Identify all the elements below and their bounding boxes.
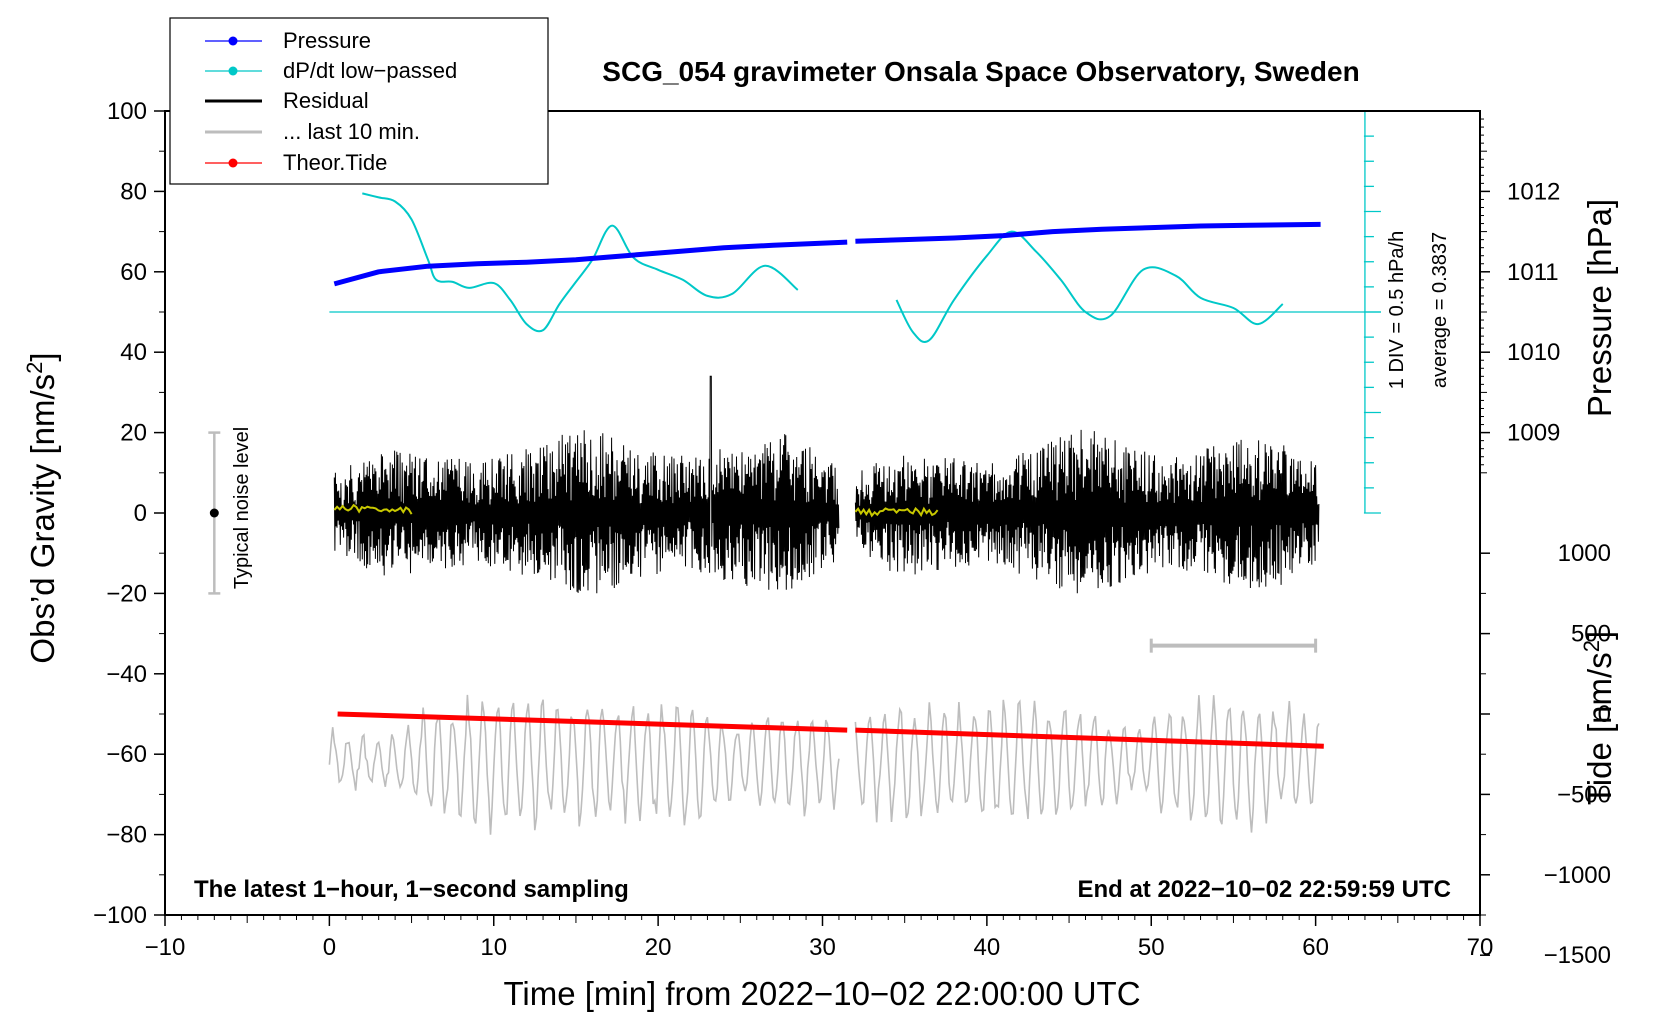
legend-entry-pressure: Pressure: [205, 28, 371, 53]
y-axis-title-end: ]: [24, 352, 61, 361]
x-tick-label: 40: [974, 934, 1001, 961]
y-tick-label: −20: [106, 580, 147, 607]
residual-series: [854, 429, 1320, 594]
tide-series: [337, 711, 848, 733]
pressure-tick-label: 1009: [1507, 420, 1560, 447]
residual-smooth-series: [854, 506, 939, 518]
tide-tick-label: 0: [1598, 701, 1611, 728]
legend-entry-residual: Residual: [205, 88, 369, 113]
legend-marker-dpdt: [228, 66, 238, 76]
y-tick-label: 0: [134, 500, 147, 527]
x-tick-label: 50: [1138, 934, 1165, 961]
y-tick-label: 80: [120, 178, 147, 205]
legend-entry-dpdt: dP/dt low−passed: [205, 58, 457, 83]
tide-tick-label: −500: [1557, 781, 1611, 808]
legend-label-last10: ... last 10 min.: [283, 119, 420, 144]
noise-level-label: Typical noise level: [231, 427, 253, 589]
legend-label-dpdt: dP/dt low−passed: [283, 58, 457, 83]
x-tick-label: 30: [809, 934, 836, 961]
legend: Pressure dP/dt low−passed Residual ... l…: [169, 17, 549, 185]
end-time-note: End at 2022−10−02 22:59:59 UTC: [1077, 876, 1451, 903]
pressure-tick-label: 1010: [1507, 339, 1560, 366]
residual-smooth-series: [333, 503, 413, 515]
dpdt-average-label: average = 0.3837: [1429, 232, 1451, 388]
sampling-note: The latest 1−hour, 1−second sampling: [194, 876, 629, 903]
x-tick-label: 20: [645, 934, 672, 961]
axes-layer: −10 0 10 20 30 40 50 60 70100806040200−20−40−60−…: [93, 98, 1611, 969]
noise-bar-center: [209, 508, 219, 518]
dpdt-scale-label: 1 DIV = 0.5 hPa/h: [1386, 231, 1408, 389]
legend-entry-tide: Theor.Tide: [205, 150, 387, 175]
legend-marker-tide: [228, 158, 238, 168]
legend-label-residual: Residual: [283, 88, 369, 113]
legend-marker-pressure: [228, 36, 238, 46]
y-axis-title: Obs’d Gravity [nm/s2]: [22, 352, 62, 663]
tide-axis-title-main: Tide [nm/s: [1581, 652, 1618, 805]
last10-series: [328, 694, 840, 835]
y-tick-label: 40: [120, 339, 147, 366]
x-tick-label: 60: [1302, 934, 1329, 961]
pressure-tick-label: 1011: [1507, 259, 1559, 286]
pressure-axis-title: Pressure [hPa]: [1581, 199, 1618, 417]
tide-tick-label: 1000: [1558, 540, 1611, 567]
tide-series: [855, 727, 1324, 749]
x-tick-label: 10: [480, 934, 507, 961]
last10-series: [854, 695, 1320, 833]
chart-title: SCG_054 gravimeter Onsala Space Observat…: [602, 56, 1359, 87]
y-tick-label: 100: [107, 98, 147, 125]
y-tick-label: −60: [106, 741, 147, 768]
x-axis-title: Time [min] from 2022−10−02 22:00:00 UTC: [503, 975, 1140, 1012]
tide-tick-label: −1500: [1544, 942, 1611, 969]
tide-axis-title: Tide [nm/s2]: [1579, 631, 1619, 805]
legend-label-pressure: Pressure: [283, 28, 371, 53]
y-tick-label: −40: [106, 661, 147, 688]
x-tick-label: 70: [1467, 934, 1494, 961]
tide-tick-label: 500: [1571, 621, 1611, 648]
legend-label-tide: Theor.Tide: [283, 150, 387, 175]
dpdt-series: [895, 230, 1284, 344]
pressure-series: [333, 239, 848, 287]
tide-tick-label: −1000: [1544, 862, 1611, 889]
pressure-tick-label: 1012: [1507, 178, 1560, 205]
dpdt-series: [362, 192, 799, 333]
pressure-series: [855, 221, 1321, 244]
residual-series: [333, 375, 840, 594]
legend-entry-last10: ... last 10 min.: [205, 119, 420, 144]
x-tick-label: 0: [323, 934, 336, 961]
y-tick-label: −100: [93, 902, 147, 929]
y-axis-title-sup: 2: [22, 362, 47, 374]
tide-axis-title-sup: 2: [1579, 640, 1604, 652]
y-tick-label: 60: [120, 259, 147, 286]
y-tick-label: −80: [106, 822, 147, 849]
series-layer: [208, 110, 1381, 835]
y-tick-label: 20: [120, 420, 147, 447]
y-axis-title-main: Obs’d Gravity [nm/s: [24, 374, 61, 664]
tide-axis-title-end: ]: [1581, 631, 1618, 640]
x-tick-label: −10: [145, 934, 186, 961]
